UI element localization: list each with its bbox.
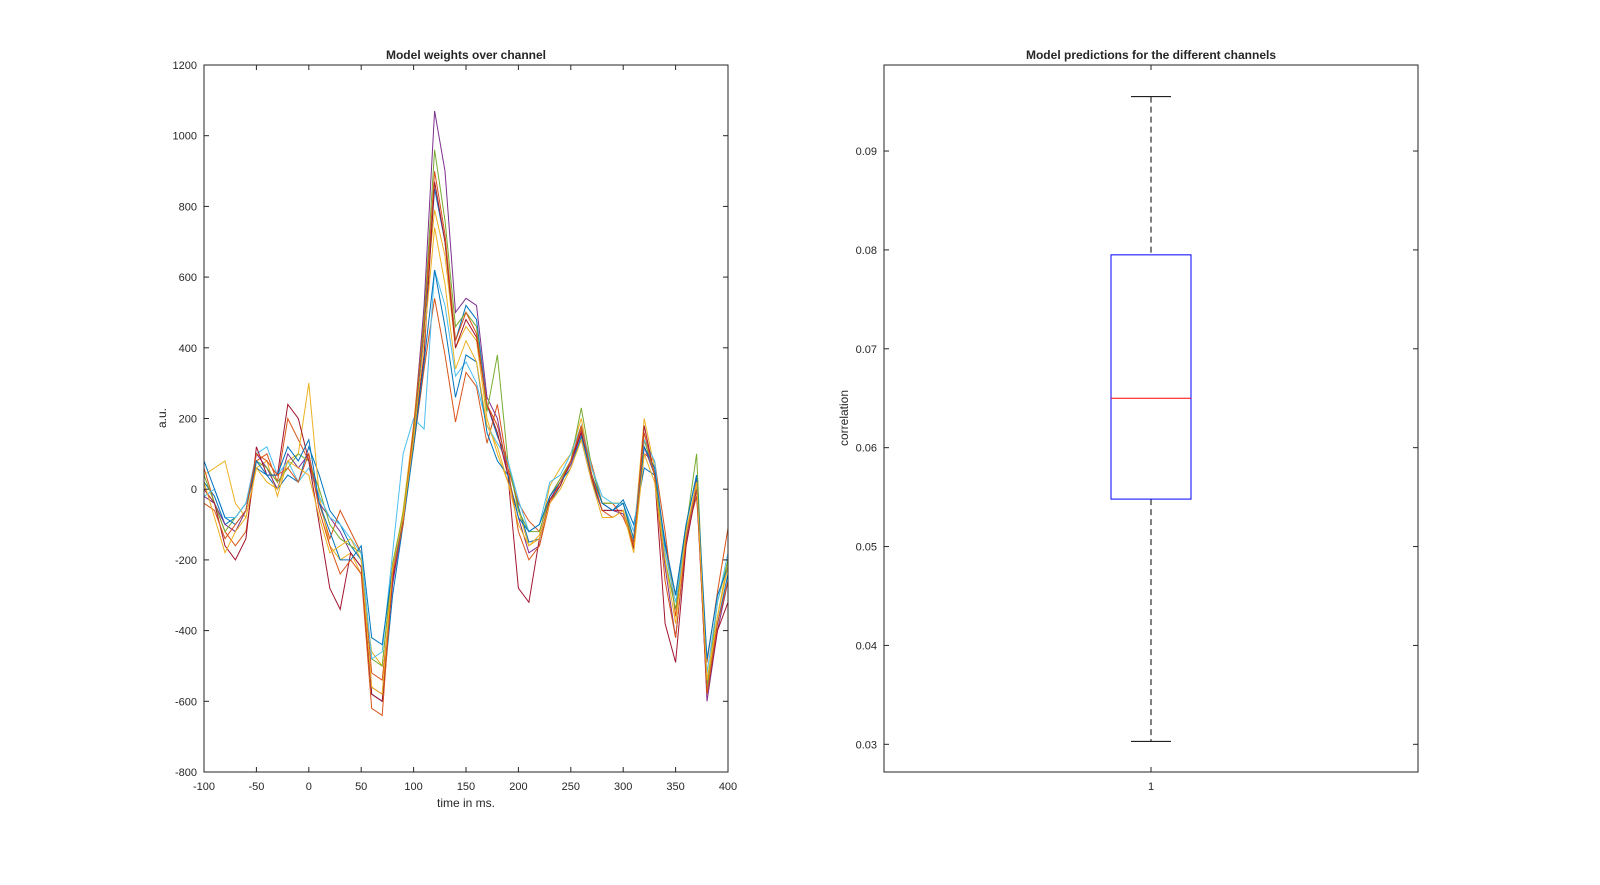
weights-series-line [203,227,729,696]
weights-plot: Model weights over channel -100 -50 0 50 100… [155,48,737,810]
x-tick-label: -50 [248,781,264,793]
x-tick-label: 400 [719,781,737,793]
weights-series-group [203,110,729,717]
x-tick-label: 150 [457,781,475,793]
weights-x-axis-label: time in ms. [437,796,495,810]
y-tick-label: 0.06 [856,443,877,455]
weights-series-line [203,269,729,659]
y-tick-label: 600 [179,272,197,284]
y-tick-label: 200 [179,414,197,426]
y-tick-label: 1000 [173,131,197,143]
y-tick-label: 1200 [173,60,197,72]
predictions-plot: Model predictions for the different chan… [837,48,1419,793]
y-tick-label: 0.07 [856,344,877,356]
y-tick-label: 0 [191,484,197,496]
y-tick-label: 0.04 [856,640,877,652]
x-tick-label: 1 [1148,781,1154,793]
y-tick-label: 0.05 [856,542,877,554]
weights-y-axis: -800 -600 -400 -200 0 200 400 600 800 1000 1200 [173,60,728,779]
y-tick-label: -800 [175,767,197,779]
predictions-plot-title: Model predictions for the different chan… [1026,48,1276,62]
x-tick-label: 250 [562,781,580,793]
weights-series-line [203,171,729,717]
y-tick-label: -600 [175,696,197,708]
x-tick-label: 200 [509,781,527,793]
y-tick-label: 400 [179,343,197,355]
weights-plot-frame [203,64,729,773]
weights-x-axis: -100 -50 0 50 100 150 200 250 300 350 400 [193,65,737,793]
x-tick-label: 0 [306,781,312,793]
weights-y-axis-label: a.u. [155,408,169,428]
predictions-x-axis: 1 [1148,65,1154,793]
y-tick-label: 0.09 [856,146,877,158]
iqr-box [1110,254,1192,500]
x-tick-label: 300 [614,781,632,793]
y-tick-label: -400 [175,626,197,638]
y-tick-label: -200 [175,555,197,567]
weights-plot-title: Model weights over channel [386,48,546,62]
predictions-y-axis-label: correlation [837,390,851,446]
weights-series-line [203,149,729,688]
x-tick-label: 50 [355,781,367,793]
y-tick-label: 0.08 [856,245,877,257]
weights-series-line [203,110,729,702]
y-tick-label: 800 [179,201,197,213]
y-tick-label: 0.03 [856,739,877,751]
x-tick-label: -100 [193,781,215,793]
predictions-y-axis: 0.03 0.04 0.05 0.06 0.07 0.08 0.09 [856,146,1418,751]
boxplot-group [1110,96,1192,742]
x-tick-label: 100 [404,781,422,793]
x-tick-label: 350 [666,781,684,793]
